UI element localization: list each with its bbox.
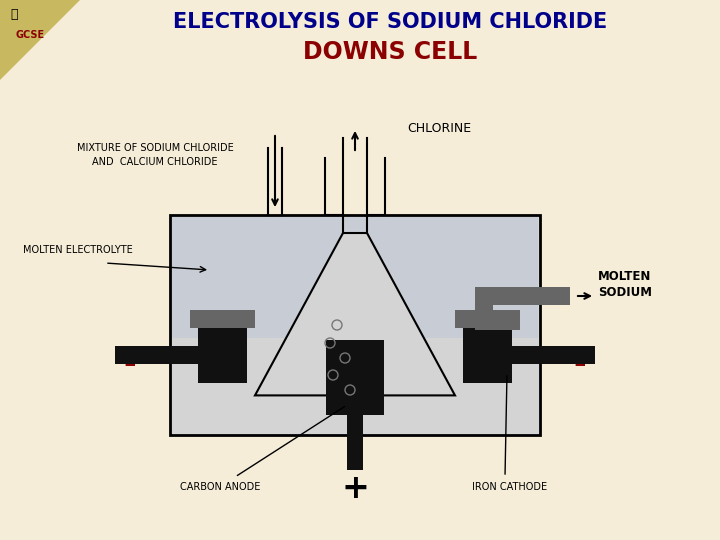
- Text: ELECTROLYSIS OF SODIUM CHLORIDE: ELECTROLYSIS OF SODIUM CHLORIDE: [173, 12, 607, 32]
- Bar: [475, 312, 520, 330]
- Text: MOLTEN ELECTROLYTE: MOLTEN ELECTROLYTE: [23, 245, 133, 255]
- Bar: [170, 215, 540, 435]
- Bar: [326, 340, 384, 415]
- Bar: [190, 310, 255, 328]
- Bar: [455, 310, 520, 328]
- Text: 🌲: 🌲: [10, 9, 17, 22]
- Bar: [115, 346, 198, 364]
- Text: IRON CATHODE: IRON CATHODE: [472, 482, 548, 492]
- Text: +: +: [341, 471, 369, 504]
- Text: -: -: [574, 349, 586, 379]
- Bar: [463, 328, 512, 383]
- Text: MIXTURE OF SODIUM CHLORIDE
AND  CALCIUM CHLORIDE: MIXTURE OF SODIUM CHLORIDE AND CALCIUM C…: [76, 144, 233, 167]
- Bar: [475, 305, 493, 330]
- Bar: [512, 346, 595, 364]
- Text: DOWNS CELL: DOWNS CELL: [303, 40, 477, 64]
- Bar: [347, 415, 363, 470]
- Text: CHLORINE: CHLORINE: [407, 122, 471, 134]
- Text: -: -: [124, 349, 136, 379]
- Polygon shape: [0, 0, 80, 80]
- Bar: [172, 217, 538, 338]
- Bar: [198, 328, 247, 383]
- Polygon shape: [255, 233, 455, 395]
- Bar: [475, 287, 570, 305]
- Text: CARBON ANODE: CARBON ANODE: [180, 482, 260, 492]
- Text: GCSE: GCSE: [15, 30, 44, 40]
- Text: MOLTEN
SODIUM: MOLTEN SODIUM: [598, 271, 652, 300]
